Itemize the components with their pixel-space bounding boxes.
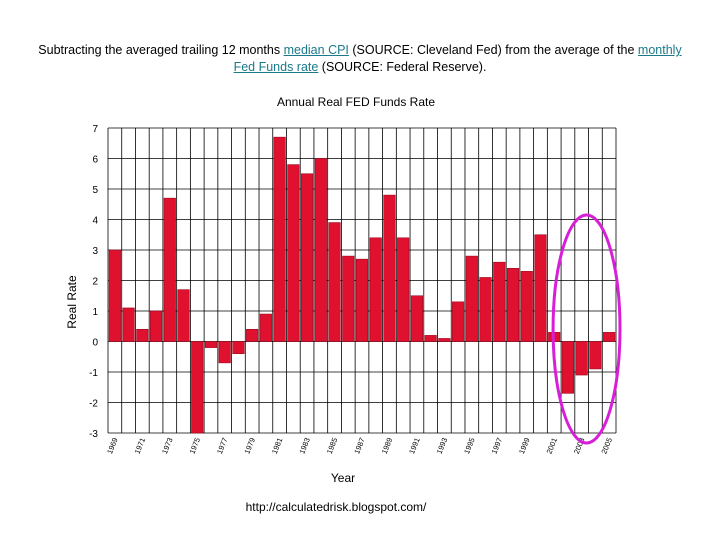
bar-1979 bbox=[246, 328, 259, 342]
source-url: http://calculatedrisk.blogspot.com/ bbox=[246, 500, 427, 514]
bar-1975 bbox=[191, 341, 204, 434]
y-tick-label: -3 bbox=[89, 429, 98, 440]
bar-1970 bbox=[122, 307, 135, 342]
y-tick-label: -1 bbox=[89, 368, 98, 379]
x-tick-label: 1973 bbox=[160, 436, 175, 455]
x-tick-label: 1989 bbox=[380, 436, 395, 455]
chart-title: Annual Real FED Funds Rate bbox=[277, 95, 435, 109]
bar-1987 bbox=[355, 258, 369, 342]
x-tick-label: 1985 bbox=[325, 436, 340, 455]
bar-1984 bbox=[314, 158, 327, 342]
x-tick-label: 1997 bbox=[490, 436, 505, 455]
x-tick-label: 2005 bbox=[599, 436, 614, 455]
median-cpi-link[interactable]: median CPI bbox=[283, 43, 349, 57]
x-tick-label: 1971 bbox=[133, 436, 148, 455]
bar-1978 bbox=[232, 341, 245, 354]
highlight-ellipse bbox=[551, 213, 622, 445]
x-tick-label: 1991 bbox=[407, 436, 422, 455]
y-tick-label: 5 bbox=[92, 185, 98, 196]
x-tick-label: 1975 bbox=[188, 436, 203, 455]
chart-bars bbox=[108, 136, 616, 434]
bar-1981 bbox=[273, 136, 286, 342]
bar-1973 bbox=[163, 197, 176, 342]
bar-2000 bbox=[534, 234, 547, 342]
bar-1990 bbox=[397, 237, 410, 342]
y-tick-label: 1 bbox=[92, 307, 98, 318]
y-tick-label: 6 bbox=[92, 155, 98, 166]
bar-1982 bbox=[287, 164, 300, 342]
x-tick-label: 1995 bbox=[462, 436, 477, 455]
x-tick-label: 1993 bbox=[435, 436, 450, 455]
y-tick-label: 0 bbox=[92, 338, 98, 349]
bar-1991 bbox=[410, 295, 423, 342]
bar-2003 bbox=[575, 341, 588, 376]
bar-1976 bbox=[204, 341, 218, 348]
x-tick-label: 1979 bbox=[242, 436, 257, 455]
highlight-annotation bbox=[551, 213, 622, 445]
x-tick-label: 1969 bbox=[105, 436, 120, 455]
bar-2005 bbox=[603, 332, 616, 342]
caption-text-1: Subtracting the averaged trailing 12 mon… bbox=[38, 43, 284, 57]
y-tick-label: 4 bbox=[92, 216, 98, 227]
caption-text-2: (SOURCE: Cleveland Fed) from the average… bbox=[348, 43, 638, 57]
bar-1972 bbox=[149, 310, 163, 342]
bar-2002 bbox=[561, 341, 575, 394]
bar-1971 bbox=[136, 328, 149, 342]
chart-caption: Subtracting the averaged trailing 12 mon… bbox=[30, 42, 690, 76]
caption-text-3: (SOURCE: Federal Reserve). bbox=[318, 60, 487, 74]
x-tick-label: 2001 bbox=[544, 436, 559, 455]
x-tick-label: 1981 bbox=[270, 436, 285, 455]
y-tick-label: 7 bbox=[92, 124, 98, 135]
bar-1998 bbox=[506, 267, 520, 342]
x-tick-label: 1987 bbox=[352, 436, 367, 455]
bar-1993 bbox=[438, 338, 451, 342]
x-axis-ticks: 1969 1971 1973 1975 1977 1979 1981 1983 1985 1987… bbox=[105, 436, 614, 455]
bar-1996 bbox=[479, 277, 492, 342]
bar-1974 bbox=[177, 289, 190, 342]
y-tick-label: -2 bbox=[89, 399, 98, 410]
y-tick-label: 2 bbox=[92, 277, 98, 288]
y-tick-label: 3 bbox=[92, 246, 98, 257]
bar-1980 bbox=[259, 313, 272, 342]
bar-2004 bbox=[589, 341, 602, 370]
bar-1995 bbox=[465, 255, 478, 342]
bar-1994 bbox=[452, 301, 465, 342]
bar-1977 bbox=[218, 341, 231, 364]
fed-funds-rate-link[interactable]: monthly Fed Funds rate bbox=[233, 43, 682, 74]
y-axis-ticks: 7 6 5 4 3 2 1 0 -1 -2 -3 bbox=[89, 124, 98, 440]
bar-1986 bbox=[342, 255, 355, 342]
x-axis-label: Year bbox=[331, 471, 355, 485]
bar-1997 bbox=[493, 261, 506, 342]
bar-1983 bbox=[301, 173, 314, 342]
x-tick-label: 1983 bbox=[297, 436, 312, 455]
bar-1985 bbox=[328, 222, 341, 342]
bar-1999 bbox=[520, 271, 533, 342]
x-tick-label: 1999 bbox=[517, 436, 532, 455]
bar-1992 bbox=[424, 335, 437, 342]
y-axis-label: Real Rate bbox=[65, 275, 79, 329]
x-tick-label: 1977 bbox=[215, 436, 230, 455]
bar-1988 bbox=[369, 237, 382, 342]
bar-1969 bbox=[108, 249, 121, 342]
bar-1989 bbox=[383, 194, 396, 342]
